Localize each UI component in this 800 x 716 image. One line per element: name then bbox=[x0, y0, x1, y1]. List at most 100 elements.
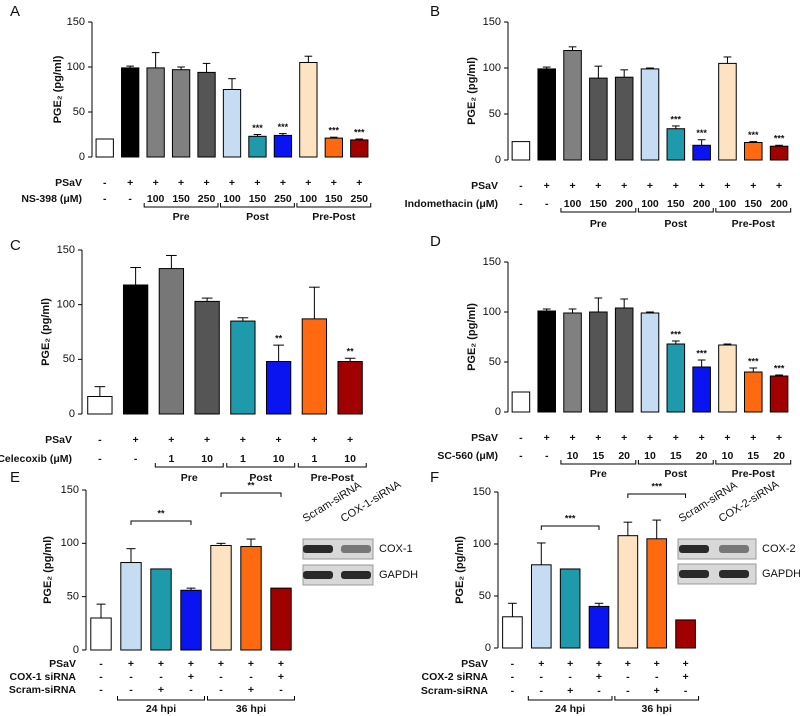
condition-value: + bbox=[278, 658, 284, 670]
condition-label: Celecoxib (μM) bbox=[0, 453, 72, 465]
comparison-label: *** bbox=[651, 481, 662, 491]
panel-label: A bbox=[10, 3, 20, 20]
condition-value: + bbox=[596, 658, 602, 670]
y-tick-label: 0 bbox=[485, 642, 491, 654]
condition-value: + bbox=[276, 434, 282, 446]
bar bbox=[180, 589, 202, 651]
condition-value: + bbox=[127, 177, 133, 189]
condition-value: - bbox=[128, 193, 132, 205]
condition-value: - bbox=[540, 671, 544, 683]
bar bbox=[692, 144, 711, 161]
condition-value: 15 bbox=[747, 450, 759, 462]
condition-value: - bbox=[189, 684, 193, 696]
group-bracket bbox=[143, 203, 219, 208]
group-bracket bbox=[560, 208, 637, 213]
bar bbox=[301, 318, 328, 415]
bar bbox=[589, 77, 608, 161]
condition-value: + bbox=[229, 177, 235, 189]
panel-label: F bbox=[430, 469, 439, 486]
bar bbox=[640, 312, 660, 413]
y-tick-label: 100 bbox=[61, 537, 79, 549]
y-tick-label: 100 bbox=[483, 306, 501, 318]
condition-value: - bbox=[159, 671, 163, 683]
condition-value: + bbox=[724, 180, 730, 192]
group-label: Post bbox=[246, 211, 269, 223]
bar bbox=[743, 142, 763, 161]
bar bbox=[675, 619, 696, 649]
condition-value: - bbox=[626, 685, 630, 697]
significance: *** bbox=[671, 329, 682, 339]
condition-value: + bbox=[331, 177, 337, 189]
condition-label: Indomethacin (μM) bbox=[405, 198, 498, 210]
condition-value: + bbox=[544, 180, 550, 192]
bar bbox=[769, 375, 789, 413]
bar bbox=[559, 568, 581, 649]
group-label: Pre-Post bbox=[312, 211, 356, 223]
blot-strip bbox=[677, 538, 757, 560]
condition-value: - bbox=[511, 658, 515, 670]
condition-value: - bbox=[129, 671, 133, 683]
condition-value: + bbox=[311, 434, 317, 446]
y-tick-label: 150 bbox=[483, 256, 501, 268]
condition-value: - bbox=[545, 198, 549, 210]
condition-value: + bbox=[647, 432, 653, 444]
group-bracket bbox=[296, 203, 372, 208]
condition-value: 100 bbox=[564, 198, 582, 210]
condition-value: - bbox=[219, 684, 223, 696]
bar bbox=[265, 361, 292, 415]
blot-band-label: GAPDH bbox=[762, 568, 800, 580]
bar bbox=[718, 62, 737, 161]
group-label: 24 hpi bbox=[555, 703, 585, 715]
condition-value: + bbox=[776, 432, 782, 444]
bar bbox=[692, 366, 711, 413]
condition-value: + bbox=[673, 180, 679, 192]
y-tick-label: 0 bbox=[495, 154, 501, 166]
condition-value: 100 bbox=[719, 198, 737, 210]
y-axis-label: PGE₂ (pg/ml) bbox=[466, 303, 478, 371]
y-tick-label: 50 bbox=[479, 590, 491, 602]
condition-value: 100 bbox=[147, 193, 165, 205]
condition-value: + bbox=[596, 671, 602, 683]
y-tick-label: 50 bbox=[67, 591, 79, 603]
condition-value: + bbox=[544, 432, 550, 444]
condition-label: PSaV bbox=[461, 658, 488, 670]
y-axis-label: PGE₂ (pg/ml) bbox=[52, 55, 64, 123]
bar bbox=[122, 284, 149, 415]
panel-label: E bbox=[10, 469, 20, 486]
blot-band-label: COX-2 bbox=[762, 543, 796, 555]
condition-value: 1 bbox=[240, 453, 246, 465]
group-bracket bbox=[117, 696, 205, 701]
condition-value: + bbox=[240, 434, 246, 446]
condition-value: + bbox=[168, 434, 174, 446]
blot-band-label: GAPDH bbox=[379, 569, 418, 581]
bar bbox=[718, 344, 737, 413]
condition-value: + bbox=[128, 658, 134, 670]
condition-value: + bbox=[699, 432, 705, 444]
bar bbox=[640, 68, 660, 161]
comparison-bracket bbox=[130, 520, 192, 525]
bar bbox=[299, 62, 318, 158]
group-label: Pre-Post bbox=[732, 218, 776, 230]
bar bbox=[337, 361, 363, 415]
y-tick-label: 150 bbox=[67, 16, 85, 28]
condition-value: 200 bbox=[693, 198, 711, 210]
condition-value: + bbox=[218, 658, 224, 670]
condition-value: - bbox=[626, 671, 630, 683]
condition-value: - bbox=[98, 453, 102, 465]
condition-value: + bbox=[683, 658, 689, 670]
condition-value: 200 bbox=[770, 198, 788, 210]
bar bbox=[614, 307, 634, 413]
group-bracket bbox=[154, 463, 224, 468]
condition-value: 20 bbox=[618, 450, 630, 462]
condition-value: + bbox=[621, 432, 627, 444]
bar bbox=[646, 538, 668, 649]
bar bbox=[222, 89, 242, 158]
condition-value: - bbox=[511, 671, 515, 683]
condition-value: + bbox=[188, 658, 194, 670]
y-axis-label: PGE₂ (pg/ml) bbox=[42, 536, 54, 604]
condition-value: + bbox=[595, 432, 601, 444]
y-tick-label: 50 bbox=[489, 108, 501, 120]
blot-band bbox=[303, 571, 333, 579]
bar bbox=[563, 312, 582, 413]
